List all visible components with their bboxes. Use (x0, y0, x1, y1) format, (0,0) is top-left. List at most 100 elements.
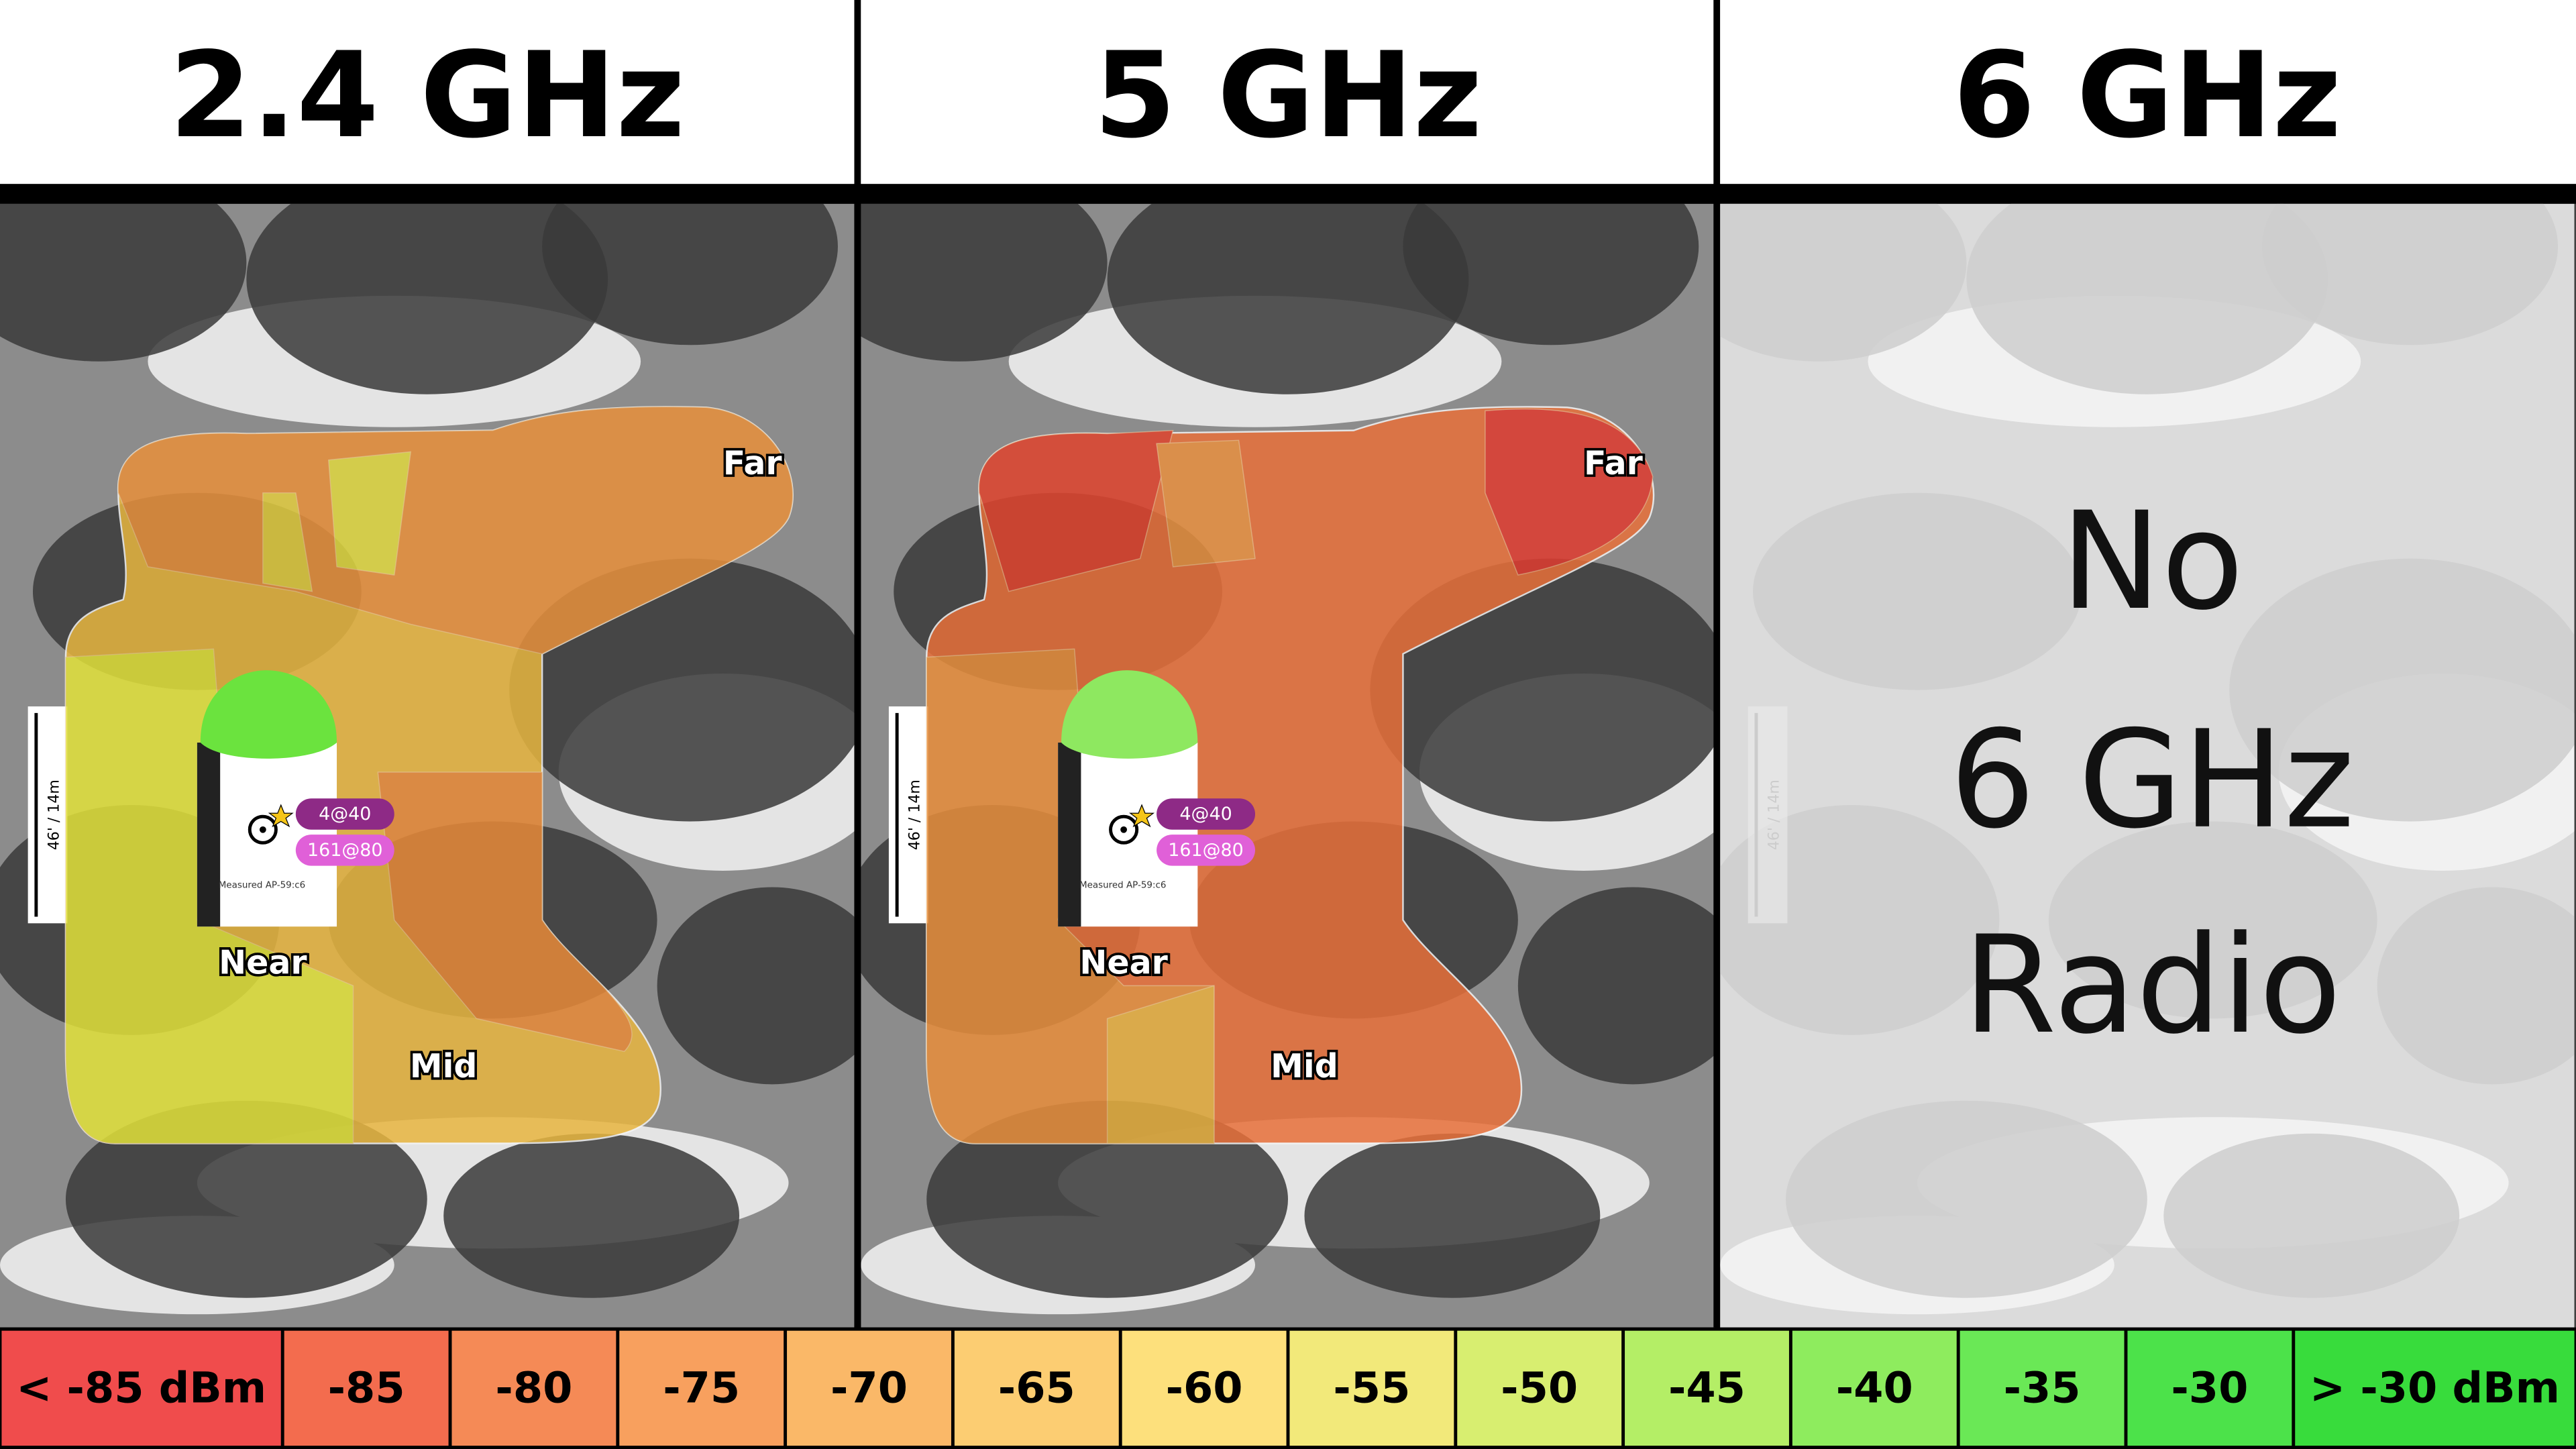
tree-area (65, 1100, 427, 1298)
tree-area (1720, 805, 2000, 1035)
channel-pill (295, 798, 394, 830)
legend-label: < -85 dBm (16, 1363, 266, 1413)
legend-swatch (284, 1330, 449, 1446)
map-panel: 46' / 14m No 6 GHz Radio (1720, 203, 2576, 1328)
scale-label: 46' / 14m (46, 780, 62, 850)
legend-label: > -30 dBm (2310, 1363, 2560, 1413)
location-label: Mid (1271, 1047, 1338, 1085)
legend-label: -65 (998, 1363, 1075, 1413)
legend-swatch (1625, 1330, 1789, 1446)
ap-icon-dot (1120, 826, 1127, 833)
tree-area (2229, 558, 2575, 822)
legend-label: -55 (1333, 1363, 1410, 1413)
tree-area (1753, 492, 2082, 690)
channel-label: 4@40 (319, 804, 371, 824)
location-label: Far (1584, 444, 1643, 482)
coverage-region (262, 492, 313, 592)
tree-area (443, 1133, 740, 1298)
no-radio-message: No (2061, 484, 2244, 640)
legend-label: -45 (1668, 1363, 1746, 1413)
legend-swatch (1960, 1330, 2125, 1446)
heatmap (926, 406, 1655, 1144)
channel-pill (295, 835, 394, 866)
no-radio-message: Radio (1963, 908, 2341, 1064)
header-rule (0, 184, 2576, 204)
channel-label: 4@40 (1179, 804, 1232, 824)
location-label: Near (1079, 944, 1167, 982)
legend-swatch (2127, 1330, 2292, 1446)
legend-swatch (1792, 1330, 1957, 1446)
fade-overlay (1720, 203, 2576, 1328)
heatmap (64, 406, 794, 1144)
map-panel: 46' / 14m 4@40 161@80 Measured AP-59:c6 Far N… (861, 203, 1715, 1328)
tree-area (2163, 1133, 2460, 1298)
tree-area (1786, 1100, 2147, 1298)
coverage-region (1485, 408, 1654, 576)
tree-area (246, 203, 608, 394)
tree-area (1107, 203, 1469, 394)
divider (854, 0, 861, 1328)
location-label: Mid (410, 1047, 478, 1085)
ap-icon-dot (259, 826, 266, 833)
tree-area (861, 203, 1108, 362)
tree-area (542, 203, 838, 345)
scale-label: 46' / 14m (907, 780, 924, 850)
legend-label: -30 (2171, 1363, 2248, 1413)
building-shadow (197, 742, 221, 927)
building-shadow (1058, 742, 1081, 927)
tree-area (0, 203, 247, 362)
tree-area (2262, 203, 2558, 345)
tree-area (1403, 203, 1699, 345)
tree-area (2377, 887, 2575, 1085)
channel-label: 161@80 (307, 840, 383, 861)
tree-area (657, 887, 855, 1085)
tree-area (926, 1100, 1288, 1298)
legend-label: -50 (1501, 1363, 1578, 1413)
map-area (1720, 203, 2575, 1328)
ap-signal (1061, 670, 1198, 759)
ap-label: Measured AP-59:c6 (1079, 881, 1166, 891)
legend-swatch (2295, 1330, 2575, 1446)
coverage-region (1156, 439, 1256, 568)
tree-area (1517, 887, 1715, 1085)
header-background (0, 0, 2576, 184)
legend-label: -60 (1166, 1363, 1243, 1413)
legend-swatch (1457, 1330, 1622, 1446)
legend-label: -80 (495, 1363, 572, 1413)
legend-swatch (1, 1330, 281, 1446)
ap-star (268, 804, 294, 828)
ap-label: Measured AP-59:c6 (219, 881, 305, 891)
scale-label: 46' / 14m (1766, 780, 1782, 850)
legend-swatch (451, 1330, 616, 1446)
divider (1713, 0, 1721, 1328)
tree-area (1304, 1133, 1601, 1298)
tree-area (1966, 203, 2328, 394)
ap-signal (200, 670, 337, 759)
channel-label: 161@80 (1168, 840, 1244, 861)
panel-title: 2.4 GHz (169, 26, 685, 164)
coverage-region (377, 771, 633, 1053)
legend-label: -70 (830, 1363, 908, 1413)
location-label: Near (219, 944, 307, 982)
coverage-region (978, 429, 1174, 592)
legend-label: -35 (2004, 1363, 2081, 1413)
legend-swatch (954, 1330, 1119, 1446)
legend-swatch (787, 1330, 951, 1446)
coverage-region (328, 451, 412, 576)
legend-swatch (1289, 1330, 1454, 1446)
coverage-region (65, 648, 354, 1144)
tree-area (1720, 203, 1967, 362)
tree-area (2048, 821, 2377, 1019)
ap-star (1129, 804, 1155, 828)
coverage-region (117, 406, 794, 655)
panel-title: 6 GHz (1953, 26, 2341, 164)
legend-label: -40 (1836, 1363, 1913, 1413)
coverage-region (1106, 985, 1215, 1144)
channel-pill (1157, 835, 1256, 866)
legend-swatch (619, 1330, 784, 1446)
legend-label: -85 (328, 1363, 405, 1413)
legend-swatch (1122, 1330, 1287, 1446)
map-panel: 46' / 14m 4@40 161@80 Measured AP-59:c6 Far N… (0, 203, 855, 1328)
panel-title: 5 GHz (1094, 26, 1483, 164)
